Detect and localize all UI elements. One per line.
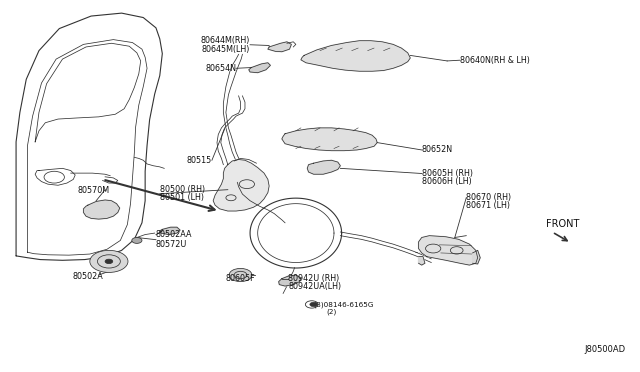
Text: 80652N: 80652N — [422, 145, 453, 154]
Text: (B)08146-6165G: (B)08146-6165G — [314, 301, 374, 308]
Polygon shape — [301, 41, 410, 71]
Polygon shape — [472, 250, 480, 264]
Polygon shape — [268, 42, 291, 52]
Text: 80500 (RH): 80500 (RH) — [160, 185, 205, 194]
Circle shape — [105, 259, 113, 264]
Text: 80644M(RH): 80644M(RH) — [201, 36, 250, 45]
Text: 80605H (RH): 80605H (RH) — [422, 169, 473, 178]
Polygon shape — [83, 200, 120, 219]
Polygon shape — [278, 275, 301, 286]
Text: FRONT: FRONT — [546, 218, 579, 228]
Polygon shape — [213, 160, 269, 211]
Text: 80670 (RH): 80670 (RH) — [467, 193, 511, 202]
Text: 80502A: 80502A — [72, 272, 103, 280]
Text: 80606H (LH): 80606H (LH) — [422, 177, 472, 186]
Text: 80515: 80515 — [187, 156, 212, 165]
Text: 80942U (RH): 80942U (RH) — [288, 274, 339, 283]
Circle shape — [310, 302, 317, 307]
Text: 80570M: 80570M — [77, 186, 109, 195]
Text: 80640N(RH & LH): 80640N(RH & LH) — [460, 56, 530, 65]
Polygon shape — [419, 257, 425, 265]
Polygon shape — [307, 160, 340, 174]
Circle shape — [229, 268, 252, 282]
Text: J80500AD: J80500AD — [584, 345, 625, 354]
Text: 80942UA(LH): 80942UA(LH) — [288, 282, 341, 291]
Text: 80671 (LH): 80671 (LH) — [467, 201, 510, 210]
Text: 80502AA: 80502AA — [156, 230, 193, 239]
Text: 80645M(LH): 80645M(LH) — [202, 45, 250, 54]
Polygon shape — [282, 128, 377, 151]
Polygon shape — [419, 235, 477, 265]
Circle shape — [132, 237, 142, 243]
Text: 80654N: 80654N — [205, 64, 236, 73]
Text: (2): (2) — [326, 308, 337, 315]
Polygon shape — [249, 63, 271, 73]
Text: 80501 (LH): 80501 (LH) — [160, 193, 204, 202]
Circle shape — [90, 250, 128, 272]
Text: 80605F: 80605F — [226, 274, 255, 283]
Text: 80572U: 80572U — [156, 240, 188, 248]
Polygon shape — [160, 227, 180, 235]
